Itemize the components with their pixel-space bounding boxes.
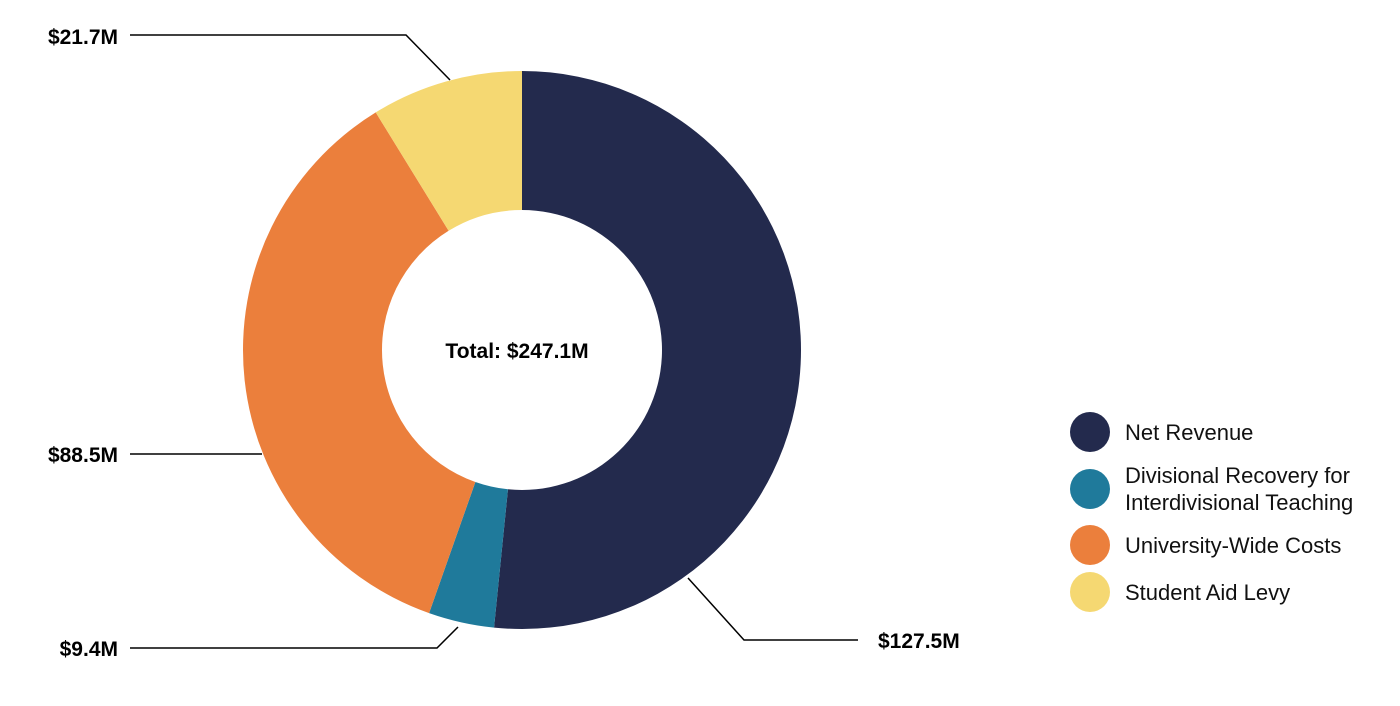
legend-item-university-wide-costs: University-Wide Costs xyxy=(1070,525,1395,565)
leader-line-net-revenue xyxy=(687,577,858,641)
value-label-university-wide-costs: $88.5M xyxy=(48,444,118,467)
donut-slice-net-revenue xyxy=(494,71,801,629)
value-label-net-revenue: $127.5M xyxy=(878,630,960,653)
center-total-label: Total: $247.1M xyxy=(445,340,588,363)
donut-slice-university-wide-costs xyxy=(242,112,476,614)
legend-label: Net Revenue xyxy=(1125,419,1254,445)
legend: Net Revenue Divisional Recovery for Inte… xyxy=(1070,412,1395,612)
legend-label: Student Aid Levy xyxy=(1125,579,1291,605)
legend-swatch xyxy=(1070,525,1110,565)
value-label-divisional-recovery-for-interdivisional-teaching: $9.4M xyxy=(60,638,118,661)
legend-swatch xyxy=(1070,412,1110,452)
legend-label: Divisional Recovery for Interdivisional … xyxy=(1125,463,1354,515)
legend-item-net-revenue: Net Revenue xyxy=(1070,412,1395,452)
legend-label: University-Wide Costs xyxy=(1125,532,1342,558)
legend-swatch xyxy=(1070,469,1110,509)
legend-swatch xyxy=(1070,572,1110,612)
donut-slice-student-aid-levy xyxy=(375,71,522,231)
leader-line-student-aid-levy xyxy=(130,34,451,81)
donut-slice-divisional-recovery-for-interdivisional-teaching xyxy=(429,482,508,628)
legend-item-divisional-recovery: Divisional Recovery for Interdivisional … xyxy=(1070,462,1395,516)
legend-item-student-aid-levy: Student Aid Levy xyxy=(1070,572,1395,612)
leader-line-divisional-recovery-for-interdivisional-teaching xyxy=(130,626,459,649)
value-label-student-aid-levy: $21.7M xyxy=(48,26,118,49)
